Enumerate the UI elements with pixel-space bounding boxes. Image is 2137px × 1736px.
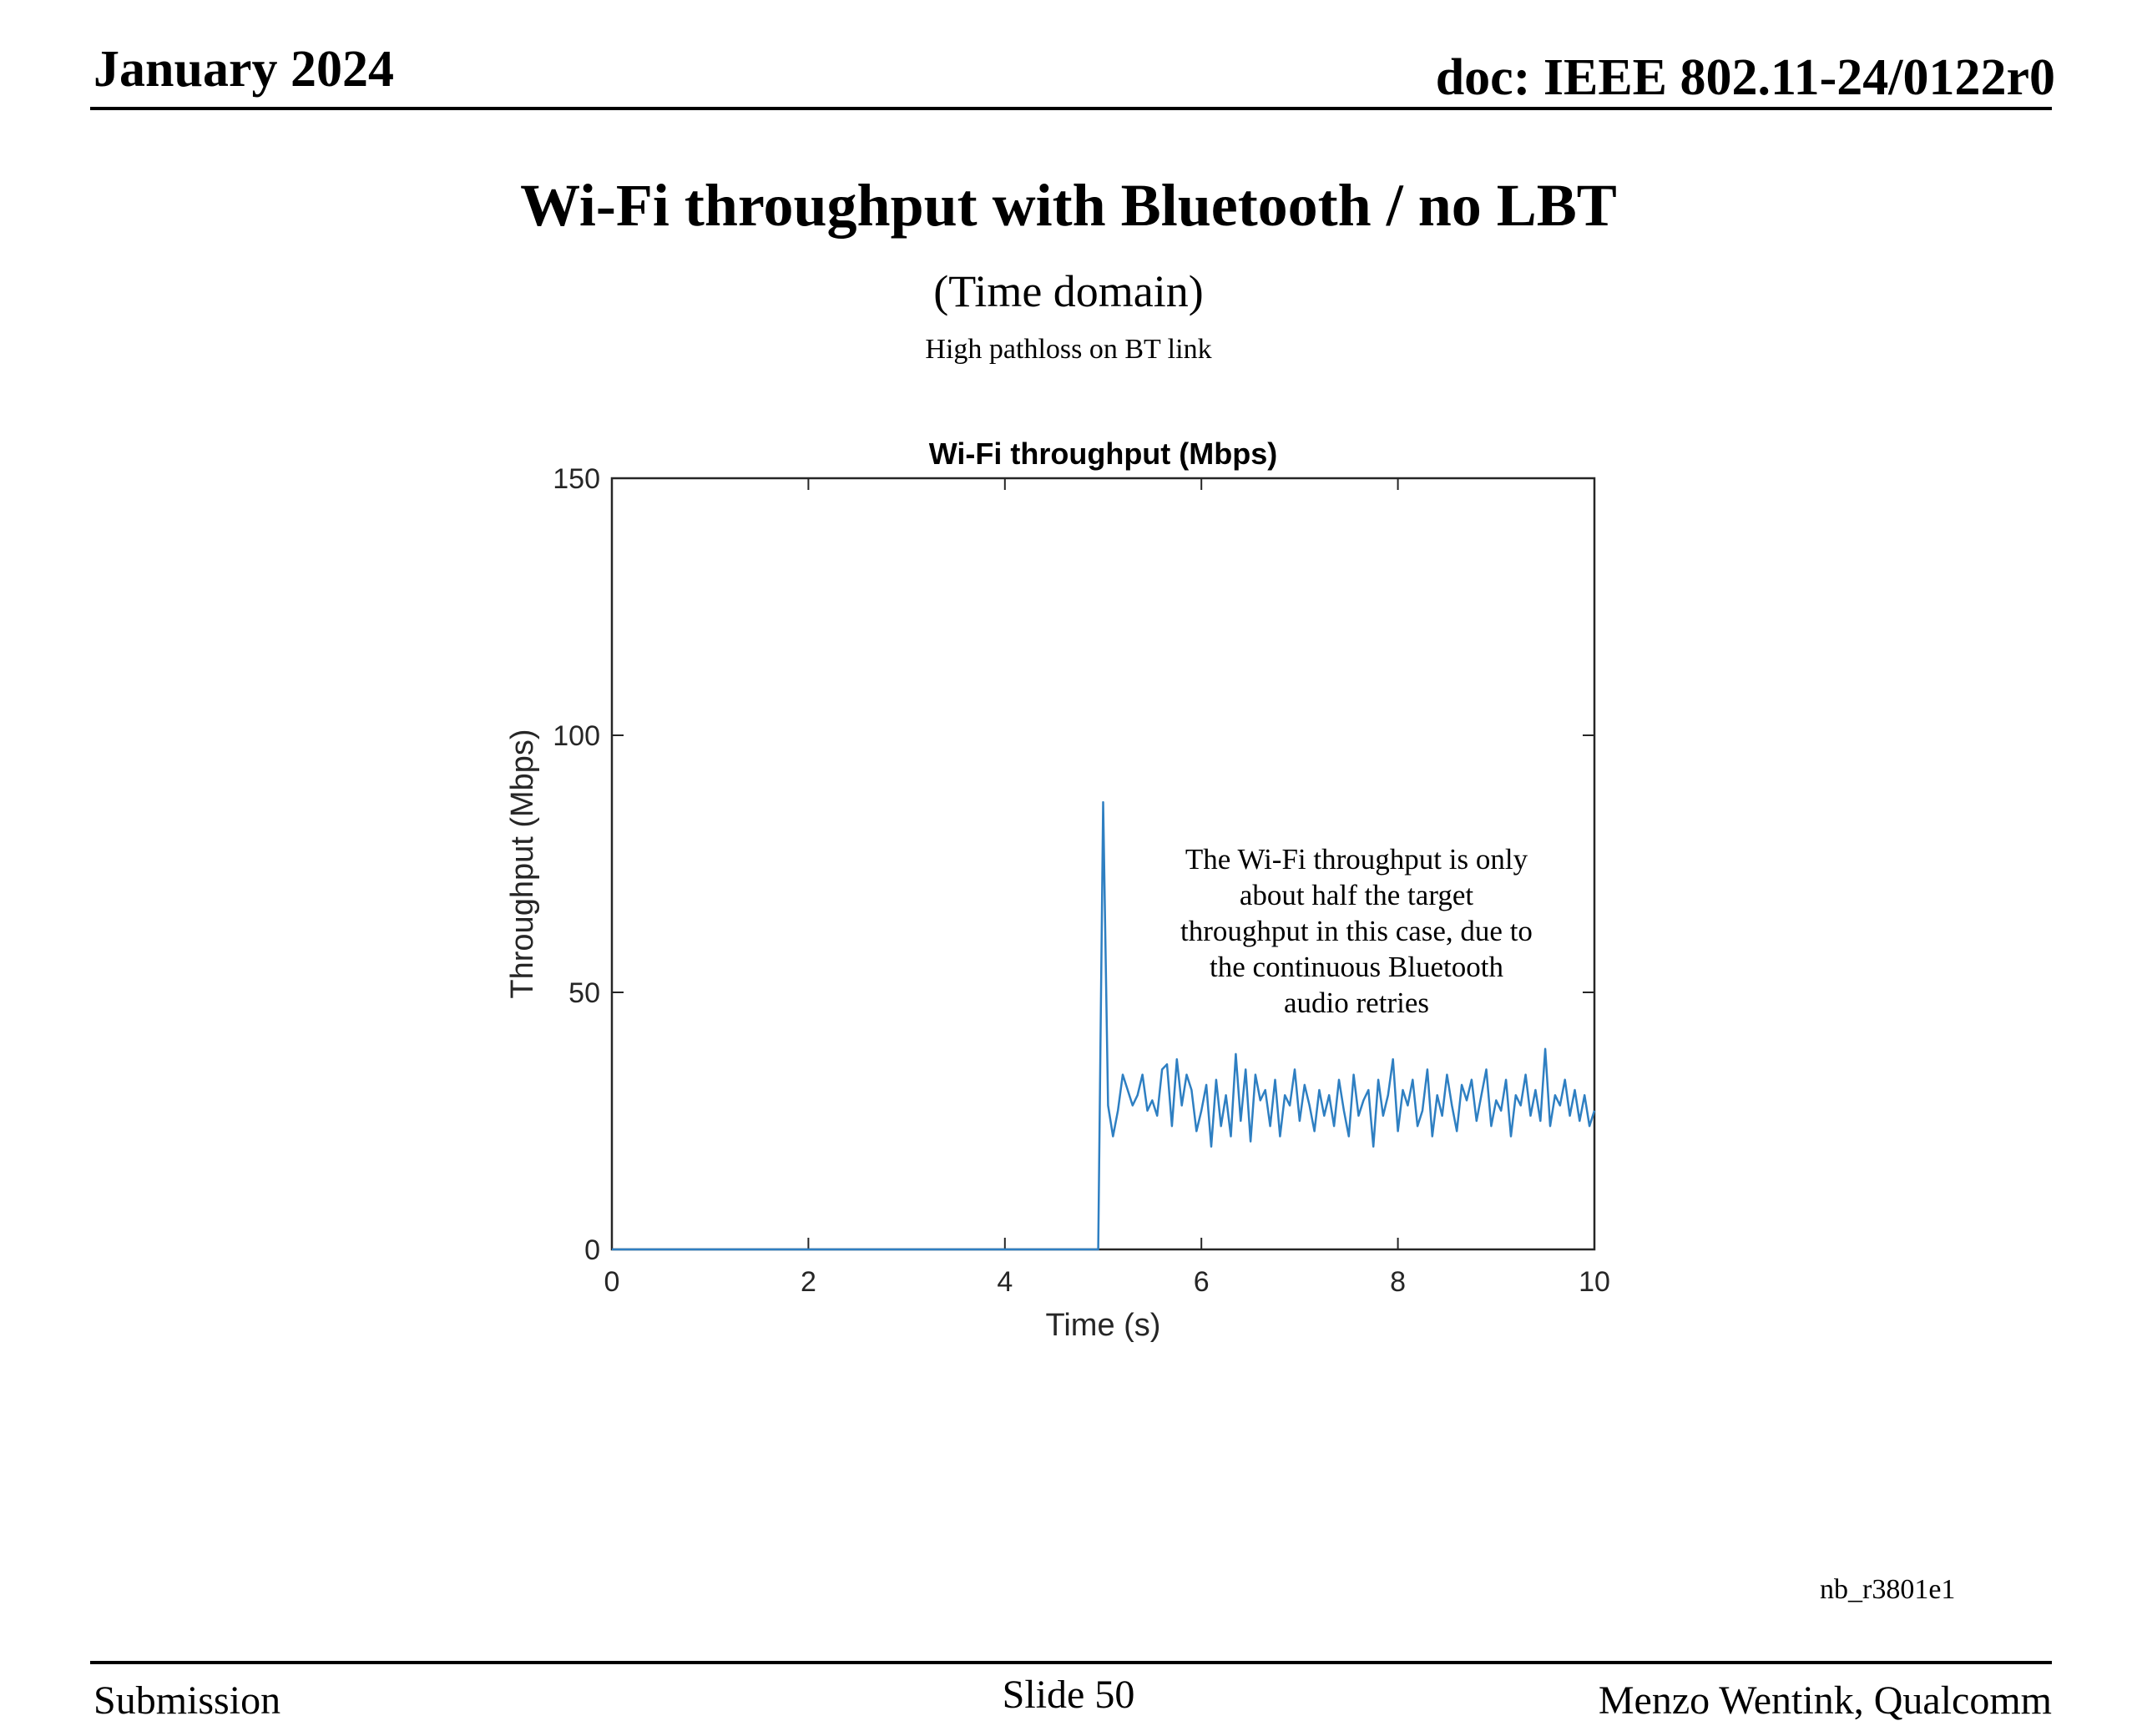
y-tick-label: 100 — [553, 720, 600, 752]
annotation-line: The Wi-Fi throughput is only — [1185, 843, 1528, 876]
x-tick-label: 8 — [1390, 1266, 1406, 1298]
header-date: January 2024 — [93, 41, 394, 98]
annotation-line: about half the target — [1239, 879, 1474, 911]
footer-slide-number: Slide 50 — [1002, 1673, 1135, 1717]
x-tick-label: 6 — [1194, 1266, 1210, 1298]
chart-title: Wi-Fi throughput (Mbps) — [929, 437, 1278, 471]
footer-submission: Submission — [93, 1678, 281, 1723]
y-tick-label: 50 — [568, 977, 600, 1009]
header-rule — [90, 107, 2052, 110]
x-tick-label: 0 — [604, 1266, 620, 1298]
throughput-series-line — [612, 800, 1596, 1251]
annotation-line: throughput in this case, due to — [1180, 915, 1533, 947]
slide-tag: nb_r3801e1 — [1820, 1574, 1956, 1605]
slide-subtitle: (Time domain) — [933, 266, 1204, 316]
x-tick-label: 2 — [801, 1266, 816, 1298]
slide-title: Wi-Fi throughput with Bluetooth / no LBT — [520, 172, 1617, 239]
footer-rule — [90, 1661, 2052, 1664]
x-axis-label: Time (s) — [1046, 1308, 1161, 1343]
y-axis-label: Throughput (Mbps) — [505, 729, 540, 998]
annotation-line: audio retries — [1284, 987, 1429, 1019]
chart-annotation: The Wi-Fi throughput is only about half … — [1156, 841, 1557, 1021]
annotation-line: the continuous Bluetooth — [1210, 951, 1503, 983]
x-tick-label: 4 — [997, 1266, 1013, 1298]
y-tick-label: 0 — [584, 1234, 600, 1266]
footer-author: Menzo Wentink, Qualcomm — [1598, 1678, 2052, 1723]
header-doc-id: doc: IEEE 802.11-24/0122r0 — [1435, 49, 2055, 106]
y-tick-label: 150 — [553, 463, 600, 495]
slide-condition: High pathloss on BT link — [925, 334, 1212, 365]
x-tick-label: 10 — [1579, 1266, 1610, 1298]
